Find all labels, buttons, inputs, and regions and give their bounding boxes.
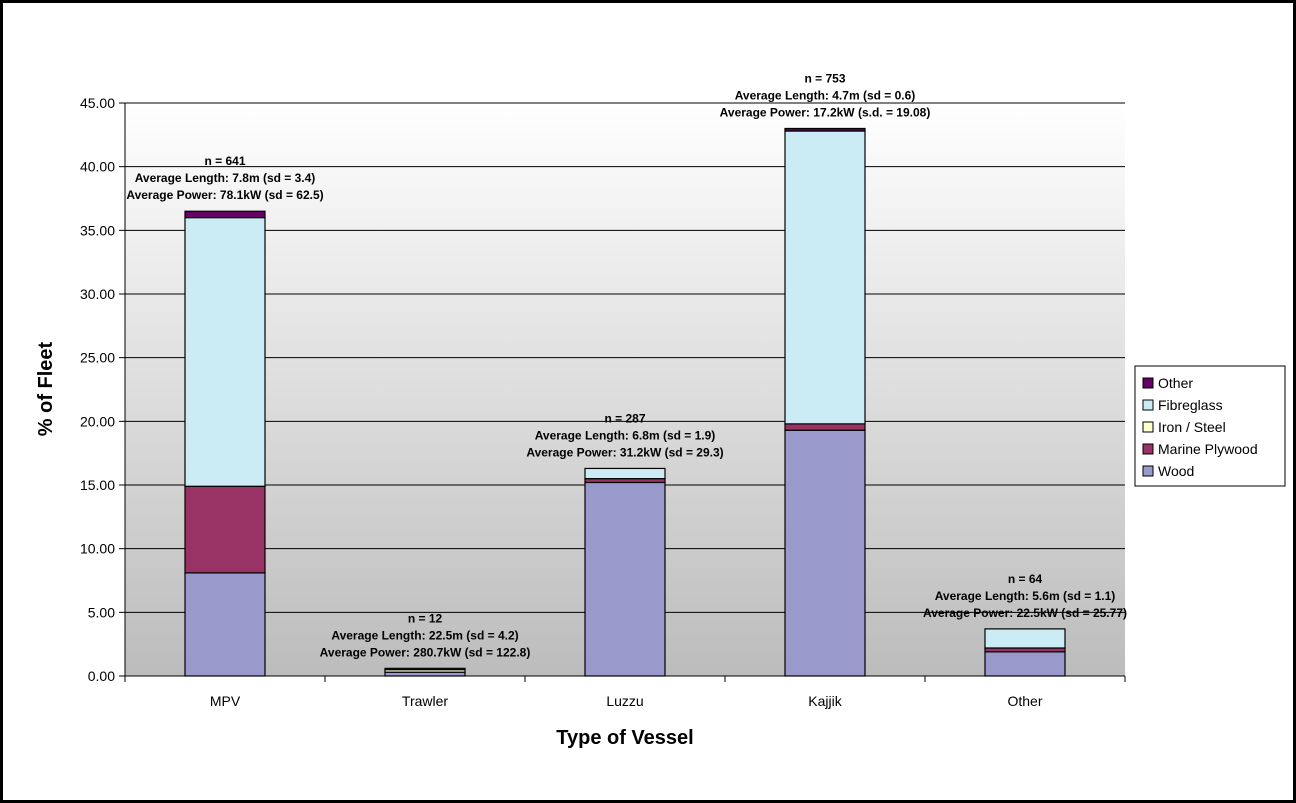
bar-segment <box>984 628 1066 649</box>
bar-segment <box>384 667 466 671</box>
legend-swatch <box>1142 377 1154 389</box>
legend-swatch <box>1142 421 1154 433</box>
bar-segment <box>184 485 266 574</box>
y-tick-label: 5.00 <box>88 604 115 620</box>
legend-swatch <box>1142 399 1154 411</box>
bar-annotation: n = 641 <box>204 154 245 168</box>
bar-annotation: Average Length: 7.8m (sd = 3.4) <box>135 171 316 185</box>
bars <box>184 127 1066 677</box>
bar-annotation: Average Power: 280.7kW (sd = 122.8) <box>320 645 531 659</box>
bar-segment <box>784 130 866 425</box>
bar-annotation: n = 287 <box>604 411 645 425</box>
y-tick-label: 45.00 <box>80 95 115 111</box>
y-tick-label: 20.00 <box>80 413 115 429</box>
axes: 0.00 5.00 10.00 15.00 20.00 25.00 30.00 35.00 40… <box>80 95 1126 709</box>
bar-annotation: Average Length: 5.6m (sd = 1.1) <box>935 589 1116 603</box>
bar-segment <box>584 481 666 677</box>
y-tick-label: 25.00 <box>80 350 115 366</box>
bar-annotation: n = 12 <box>408 611 443 625</box>
bar-segment <box>184 217 266 487</box>
bar-annotation: Average Power: 31.2kW (sd = 29.3) <box>526 445 723 459</box>
legend-box <box>1134 365 1286 487</box>
bar-segment <box>184 572 266 677</box>
bar-segment <box>784 429 866 677</box>
y-tick-label: 15.00 <box>80 477 115 493</box>
y-tick-label: 40.00 <box>80 159 115 175</box>
y-axis-title: % of Fleet <box>35 341 57 436</box>
bar-segment <box>984 651 1066 677</box>
x-axis-title: Type of Vessel <box>556 727 693 749</box>
legend-label: Other <box>1158 375 1193 391</box>
bar-segment <box>784 423 866 431</box>
y-tick-label: 10.00 <box>80 541 115 557</box>
bar-annotation: n = 753 <box>804 71 845 85</box>
bar-annotation: n = 64 <box>1008 572 1043 586</box>
legend-swatch <box>1142 443 1154 455</box>
legend-swatch <box>1142 465 1154 477</box>
x-tick-label: Luzzu <box>606 693 643 709</box>
legend: Other Fibreglass Iron / Steel Marine Plywoo… <box>1134 365 1286 487</box>
annotations: n = 641 Average Length: 7.8m (sd = 3.4) Av… <box>126 71 1127 659</box>
legend-label: Fibreglass <box>1158 397 1223 413</box>
bar-segment <box>584 467 666 480</box>
bar-annotation: Average Length: 22.5m (sd = 4.2) <box>331 628 518 642</box>
bar-segment <box>184 210 266 219</box>
x-tick-label: Trawler <box>402 693 448 709</box>
x-tick-label: MPV <box>210 693 241 709</box>
bar-segment <box>784 127 866 132</box>
x-tick-label: Kajjik <box>808 693 842 709</box>
bar-annotation: Average Power: 22.5kW (sd = 25.77) <box>923 606 1127 620</box>
legend-label: Iron / Steel <box>1158 419 1226 435</box>
bar-annotation: Average Power: 17.2kW (s.d. = 19.08) <box>720 105 931 119</box>
x-tick-label: Other <box>1007 693 1042 709</box>
bar-annotation: Average Length: 6.8m (sd = 1.9) <box>535 428 716 442</box>
legend-label: Marine Plywood <box>1158 441 1258 457</box>
y-tick-label: 0.00 <box>88 668 115 684</box>
y-tick-label: 35.00 <box>80 222 115 238</box>
bar-annotation: Average Length: 4.7m (sd = 0.6) <box>735 88 916 102</box>
legend-label: Wood <box>1158 463 1194 479</box>
bar-annotation: Average Power: 78.1kW (sd = 62.5) <box>126 188 323 202</box>
y-tick-label: 30.00 <box>80 286 115 302</box>
